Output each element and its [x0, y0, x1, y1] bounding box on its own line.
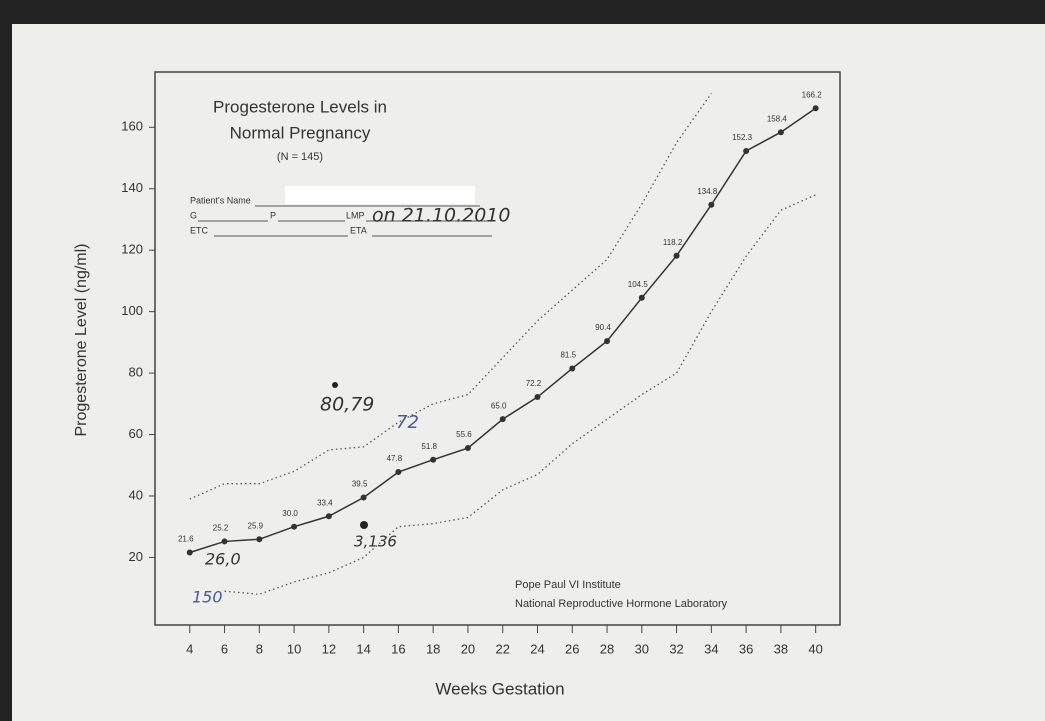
- x-tick-label: 18: [426, 641, 440, 656]
- data-label: 118.2: [663, 238, 683, 247]
- data-label: 39.5: [352, 480, 368, 489]
- x-tick-label: 40: [808, 641, 822, 656]
- x-tick-label: 24: [530, 641, 544, 656]
- data-label: 90.4: [595, 323, 611, 332]
- x-tick-label: 30: [635, 641, 649, 656]
- data-point: [674, 253, 680, 259]
- y-tick-label: 140: [121, 180, 143, 195]
- redaction: [285, 186, 475, 204]
- data-label: 134.8: [697, 187, 718, 196]
- x-tick-label: 38: [774, 641, 788, 656]
- x-tick-label: 20: [461, 641, 475, 656]
- data-label: 47.8: [387, 454, 403, 463]
- data-label: 55.6: [456, 430, 472, 439]
- y-tick-label: 40: [129, 487, 143, 502]
- y-tick-label: 60: [129, 426, 143, 441]
- handwritten-note: 26,0: [205, 550, 241, 569]
- handwritten-note: 80,79: [320, 394, 374, 416]
- data-point: [395, 469, 401, 475]
- data-point: [465, 445, 471, 451]
- data-label: 25.2: [213, 524, 229, 533]
- x-tick-label: 28: [600, 641, 614, 656]
- data-point: [187, 549, 193, 555]
- handwritten-note: 150: [192, 588, 223, 607]
- data-point: [534, 394, 540, 400]
- x-tick-label: 8: [256, 641, 263, 656]
- y-tick-label: 120: [121, 242, 143, 257]
- handwritten-note: 72: [396, 412, 419, 433]
- handwritten-dot: [360, 521, 368, 529]
- x-tick-label: 4: [186, 641, 193, 656]
- footer: National Reproductive Hormone Laboratory: [515, 598, 728, 610]
- form-label: Patient's Name: [190, 195, 251, 205]
- chart-title: Normal Pregnancy: [230, 123, 371, 142]
- data-label: 65.0: [491, 401, 507, 410]
- chart-title: Progesterone Levels in: [213, 97, 387, 116]
- data-label: 81.5: [560, 351, 576, 360]
- x-tick-label: 14: [356, 641, 370, 656]
- data-label: 51.8: [421, 442, 437, 451]
- data-point: [430, 457, 436, 463]
- data-label: 33.4: [317, 498, 333, 507]
- chart: Progesterone Levels in Normal Pregnancy …: [0, 0, 1045, 721]
- x-tick-label: 26: [565, 641, 579, 656]
- data-label: 166.2: [802, 90, 823, 99]
- data-label: 25.9: [248, 521, 264, 530]
- data-point: [743, 148, 749, 154]
- x-tick-label: 22: [495, 641, 509, 656]
- y-tick-label: 160: [121, 119, 143, 134]
- data-label: 158.4: [767, 114, 788, 123]
- paper: [12, 24, 1045, 721]
- data-label: 152.3: [732, 133, 753, 142]
- y-tick-label: 20: [129, 549, 143, 564]
- x-tick-label: 34: [704, 641, 718, 656]
- page: Progesterone Levels in Normal Pregnancy …: [0, 0, 1045, 721]
- data-point: [500, 416, 506, 422]
- handwritten-note: 3,136: [354, 533, 397, 551]
- data-point: [708, 202, 714, 208]
- data-point: [222, 538, 228, 544]
- form-label: ETC: [190, 225, 209, 235]
- data-point: [256, 536, 262, 542]
- x-tick-label: 32: [669, 641, 683, 656]
- x-tick-label: 12: [322, 641, 336, 656]
- handwritten-dot: [332, 382, 338, 388]
- data-point: [778, 129, 784, 135]
- chart-subtitle: (N = 145): [277, 151, 323, 163]
- x-tick-label: 6: [221, 641, 228, 656]
- data-label: 104.5: [628, 280, 649, 289]
- data-label: 30.0: [282, 509, 298, 518]
- data-point: [326, 513, 332, 519]
- data-point: [604, 338, 610, 344]
- form-label: LMP: [346, 210, 365, 220]
- data-point: [639, 295, 645, 301]
- y-tick-label: 100: [121, 303, 143, 318]
- data-label: 72.2: [526, 379, 542, 388]
- footer: Pope Paul VI Institute: [515, 579, 621, 591]
- form-label: ETA: [350, 225, 367, 235]
- data-point: [361, 495, 367, 501]
- x-tick-label: 10: [287, 641, 301, 656]
- x-tick-label: 16: [391, 641, 405, 656]
- data-point: [813, 105, 819, 111]
- x-axis-label: Weeks Gestation: [435, 679, 564, 698]
- data-point: [569, 365, 575, 371]
- data-point: [291, 524, 297, 530]
- y-axis-label: Progesterone Level (ng/ml): [73, 244, 90, 437]
- form-label: G: [190, 210, 197, 220]
- form-label: P: [270, 210, 276, 220]
- handwritten-date: on 21.10.2010: [372, 205, 511, 227]
- x-tick-label: 36: [739, 641, 753, 656]
- data-label: 21.6: [178, 535, 194, 544]
- y-tick-label: 80: [129, 365, 143, 380]
